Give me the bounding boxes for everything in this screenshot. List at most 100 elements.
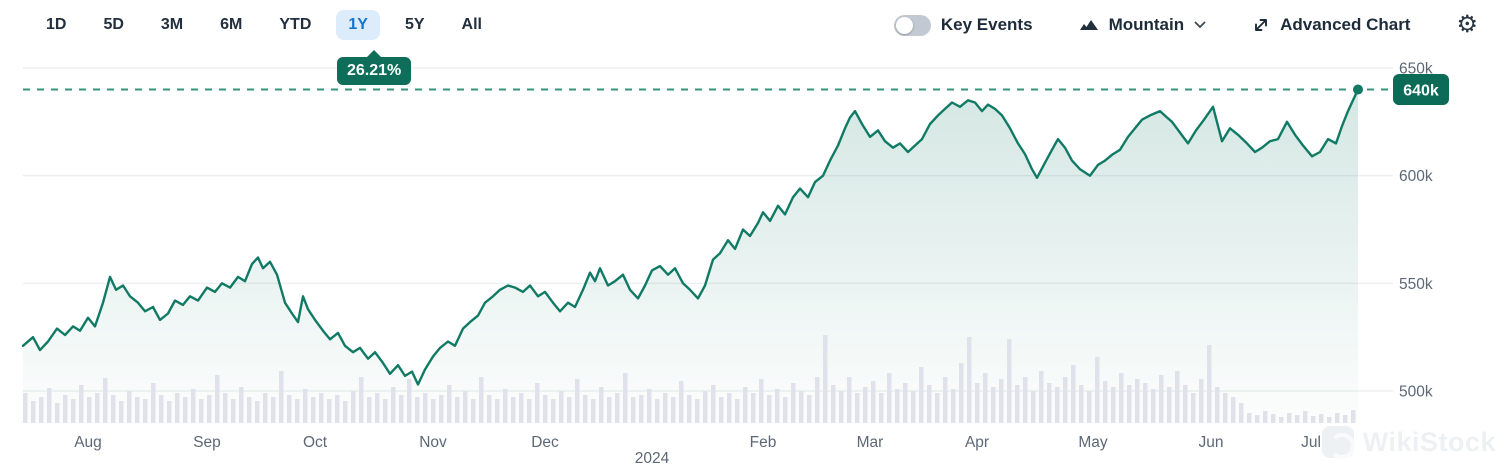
volume-bar [1055,387,1060,423]
range-button-5y[interactable]: 5Y [393,10,437,40]
volume-bar [1159,375,1164,423]
range-button-1y[interactable]: 1Y [336,10,380,40]
volume-bar [671,397,676,423]
volume-bar [1279,417,1284,423]
volume-bar [951,389,956,423]
advanced-chart-button[interactable]: Advanced Chart [1252,15,1410,35]
volume-bar [535,383,540,423]
volume-bar [663,393,668,423]
volume-bar [167,401,172,423]
settings-gear-icon[interactable]: ⚙ [1456,11,1478,38]
volume-bar [631,397,636,423]
volume-bar [1111,387,1116,423]
range-button-1d[interactable]: 1D [34,10,78,40]
volume-bar [743,387,748,423]
volume-bar [1063,377,1068,423]
volume-bar [1335,413,1340,423]
volume-bar [575,379,580,423]
volume-bar [255,401,260,423]
volume-bar [1199,379,1204,423]
volume-bar [503,389,508,423]
volume-bar [367,397,372,423]
key-events-label: Key Events [940,15,1033,34]
volume-bar [863,387,868,423]
volume-bar [879,393,884,423]
volume-bar [831,385,836,423]
volume-bar [63,395,68,423]
volume-bar [975,383,980,423]
toggle-knob [895,16,913,34]
volume-bar [1047,383,1052,423]
volume-bar [599,387,604,423]
volume-bar [87,397,92,423]
volume-bar [55,403,60,423]
volume-bar [295,399,300,423]
volume-bar [655,399,660,423]
volume-bar [1287,413,1292,423]
volume-bar [439,395,444,423]
volume-bar [455,397,460,423]
volume-bar [1247,413,1252,423]
volume-bar [783,397,788,423]
chart-type-dropdown[interactable]: Mountain [1079,15,1207,35]
volume-bar [159,395,164,423]
x-tick-label: May [1078,434,1108,451]
volume-bar [895,389,900,423]
volume-bar [447,385,452,423]
volume-bar [23,393,28,423]
volume-bar [1191,393,1196,423]
volume-bar [479,377,484,423]
volume-bar [1039,371,1044,423]
range-button-5d[interactable]: 5D [91,10,135,40]
volume-bar [807,395,812,423]
volume-bar [1071,365,1076,423]
volume-bar [39,397,44,423]
x-tick-label: Mar [857,434,884,451]
last-point-dot [1353,84,1363,95]
volume-bar [471,399,476,423]
volume-bar [1223,393,1228,423]
volume-bar [391,387,396,423]
volume-bar [695,399,700,423]
change-percent-badge: 26.21% [337,50,412,85]
range-button-3m[interactable]: 3M [149,10,195,40]
volume-bar [1303,411,1308,423]
volume-bar [775,389,780,423]
mountain-icon [1079,17,1099,33]
volume-bar [567,397,572,423]
volume-bar [719,397,724,423]
volume-bar [903,383,908,423]
volume-bar [279,371,284,423]
volume-bar [959,363,964,423]
range-button-all[interactable]: All [450,10,494,40]
range-button-6m[interactable]: 6M [208,10,254,40]
x-tick-label: Dec [531,434,559,451]
volume-bar [239,387,244,423]
volume-bar [1271,414,1276,423]
volume-bar [199,399,204,423]
expand-diagonal-icon [1252,16,1270,34]
last-value-badge-text: 640k [1403,83,1439,100]
volume-bar [999,379,1004,423]
volume-bar [127,391,132,423]
volume-bar [287,395,292,423]
volume-bar [871,381,876,423]
volume-bar [1295,415,1300,423]
volume-bar [1263,411,1268,423]
volume-bar [407,379,412,423]
year-tick-label: 2024 [635,450,670,466]
key-events-toggle[interactable] [893,14,931,36]
volume-bar [623,373,628,423]
volume-bar [887,373,892,423]
volume-bar [1183,385,1188,423]
range-button-ytd[interactable]: YTD [267,10,323,40]
volume-bar [735,399,740,423]
volume-bar [511,397,516,423]
volume-bar [47,388,52,423]
volume-bar [847,377,852,423]
volume-bar [1015,385,1020,423]
volume-bar [399,395,404,423]
volume-bar [383,399,388,423]
chart-controls: Key Events Mountain [893,11,1478,38]
